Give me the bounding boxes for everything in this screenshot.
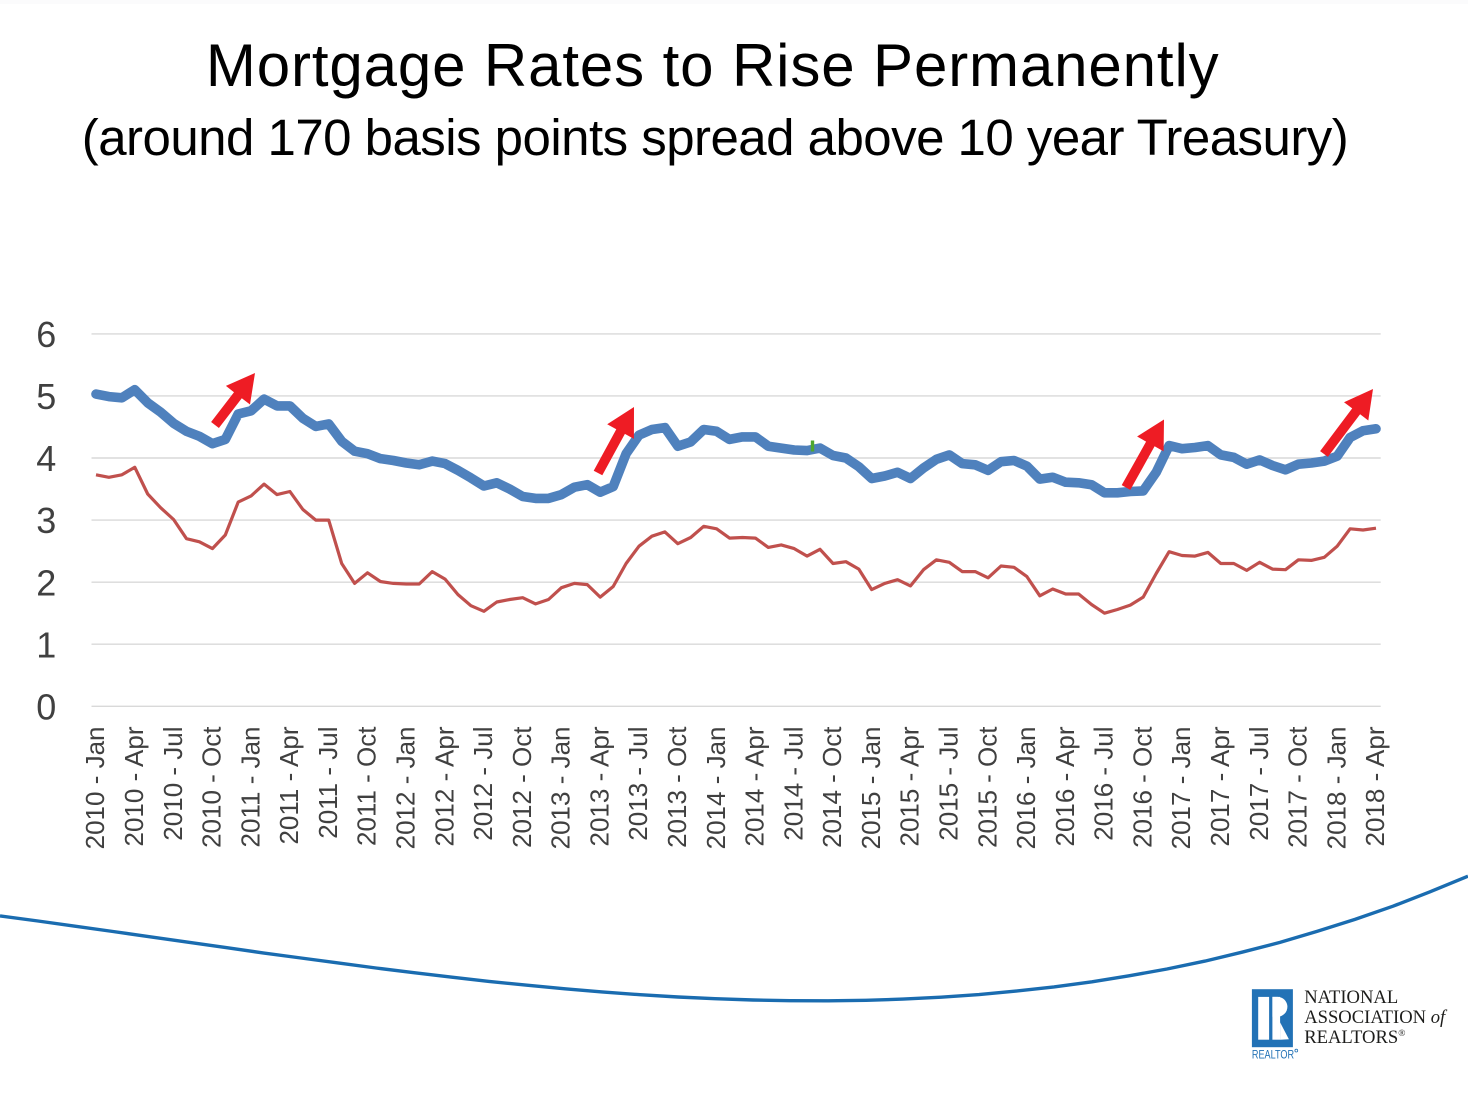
svg-text:5: 5 [36,376,56,417]
svg-text:2012 - Jul: 2012 - Jul [468,727,498,841]
svg-text:6: 6 [36,314,56,355]
svg-text:2010 - Apr: 2010 - Apr [119,726,149,846]
svg-text:2010 - Oct: 2010 - Oct [197,726,227,848]
svg-text:2011 - Oct: 2011 - Oct [352,726,382,846]
svg-text:2017 - Oct: 2017 - Oct [1283,726,1313,848]
svg-text:2: 2 [36,562,56,603]
svg-text:2011 - Apr: 2011 - Apr [274,726,304,844]
svg-text:2015 - Jan: 2015 - Jan [856,727,886,850]
svg-text:2018 - Apr: 2018 - Apr [1360,726,1390,846]
svg-text:2014 - Apr: 2014 - Apr [740,726,770,846]
svg-text:2012 - Apr: 2012 - Apr [429,726,459,846]
svg-text:2014 - Jan: 2014 - Jan [701,727,731,850]
svg-text:3: 3 [36,500,56,541]
svg-text:2014 - Jul: 2014 - Jul [778,727,808,841]
svg-text:2013 - Jul: 2013 - Jul [623,727,653,841]
svg-text:2011 - Jul: 2011 - Jul [313,727,343,839]
svg-text:2015 - Jul: 2015 - Jul [934,727,964,841]
svg-text:2015 - Apr: 2015 - Apr [895,726,925,846]
svg-text:2010 - Jan: 2010 - Jan [80,727,110,850]
svg-text:2012 - Jan: 2012 - Jan [391,727,421,850]
svg-text:2010 - Jul: 2010 - Jul [158,727,188,841]
svg-text:2016 - Oct: 2016 - Oct [1127,726,1157,848]
svg-text:2013 - Jan: 2013 - Jan [546,727,576,850]
svg-text:2013 - Oct: 2013 - Oct [662,726,692,848]
svg-text:2017 - Jan: 2017 - Jan [1166,727,1196,850]
svg-text:2012 - Oct: 2012 - Oct [507,726,537,848]
svg-text:2017 - Apr: 2017 - Apr [1205,726,1235,846]
svg-text:2014 - Oct: 2014 - Oct [817,726,847,848]
svg-text:2018 - Jan: 2018 - Jan [1321,727,1351,850]
svg-text:2016 - Jan: 2016 - Jan [1011,727,1041,850]
svg-text:0: 0 [36,686,56,727]
svg-text:REALTOR: REALTOR [1252,1047,1294,1061]
svg-text:2015 - Oct: 2015 - Oct [972,726,1002,848]
svg-text:2016 - Apr: 2016 - Apr [1050,726,1080,846]
svg-text:2016 - Jul: 2016 - Jul [1089,727,1119,841]
svg-text:2011 - Jan: 2011 - Jan [235,727,265,848]
svg-text:2013 - Apr: 2013 - Apr [584,726,614,846]
svg-text:1: 1 [36,624,56,665]
svg-text:2017 - Jul: 2017 - Jul [1244,727,1274,841]
svg-text:4: 4 [36,438,56,479]
